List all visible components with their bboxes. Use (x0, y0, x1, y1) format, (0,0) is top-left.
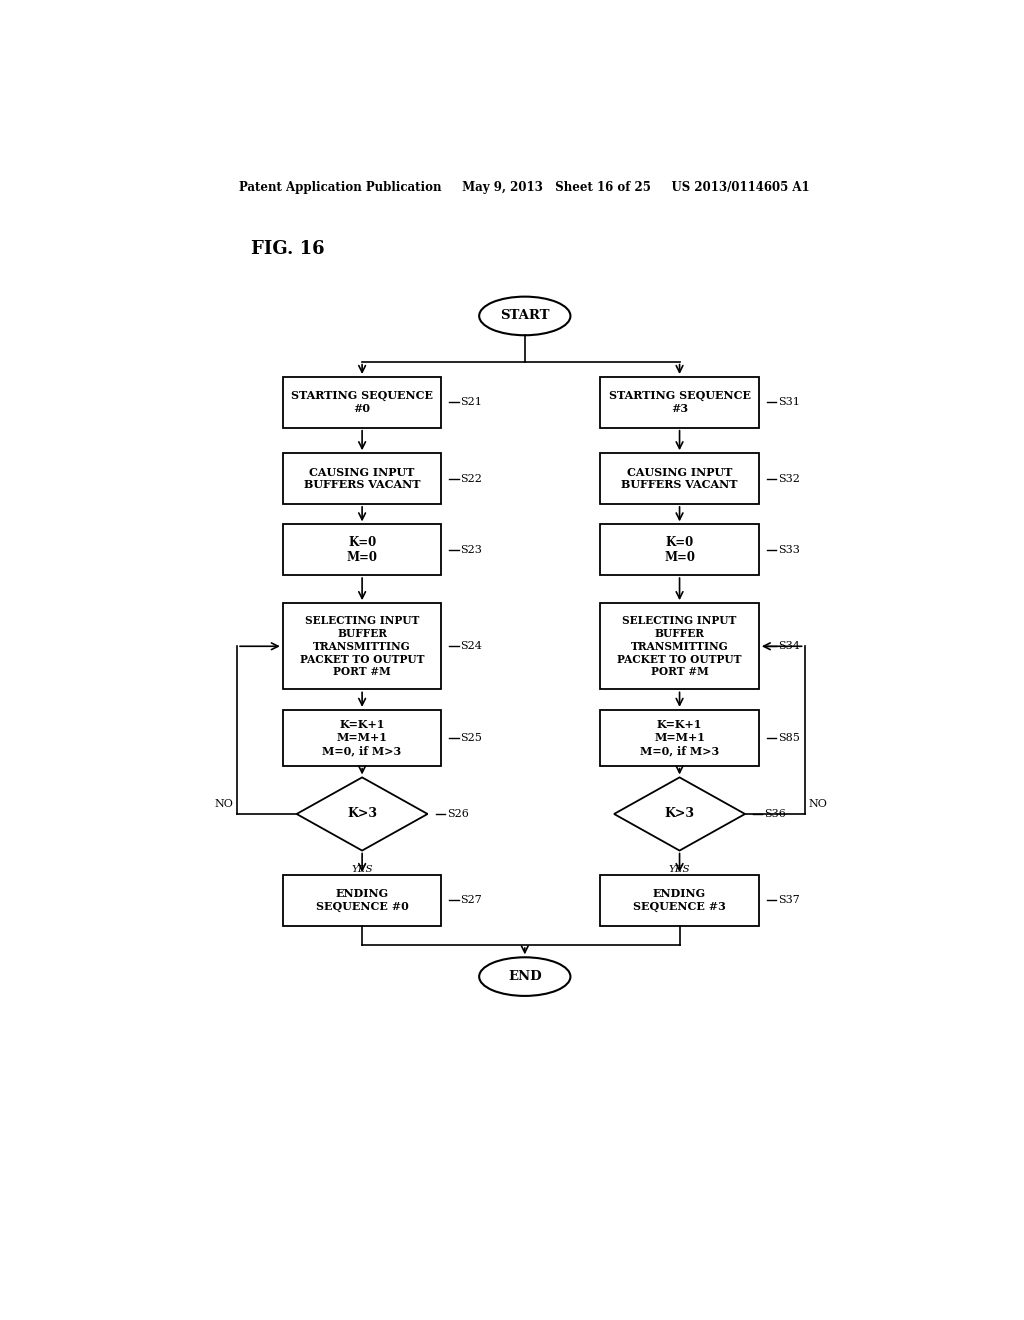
Text: ENDING
SEQUENCE #0: ENDING SEQUENCE #0 (315, 888, 409, 912)
Polygon shape (297, 777, 428, 850)
Text: S37: S37 (778, 895, 800, 906)
FancyBboxPatch shape (600, 710, 759, 766)
Text: YES: YES (669, 865, 690, 874)
Text: START: START (500, 309, 550, 322)
Polygon shape (614, 777, 745, 850)
Text: SELECTING INPUT
BUFFER
TRANSMITTING
PACKET TO OUTPUT
PORT #M: SELECTING INPUT BUFFER TRANSMITTING PACK… (617, 615, 741, 677)
Text: S33: S33 (778, 545, 800, 554)
Text: S22: S22 (461, 474, 482, 483)
Text: ENDING
SEQUENCE #3: ENDING SEQUENCE #3 (633, 888, 726, 912)
Text: S25: S25 (461, 733, 482, 743)
Text: S31: S31 (778, 397, 800, 408)
Text: STARTING SEQUENCE
#0: STARTING SEQUENCE #0 (291, 391, 433, 414)
Text: CAUSING INPUT
BUFFERS VACANT: CAUSING INPUT BUFFERS VACANT (622, 467, 738, 491)
Text: END: END (508, 970, 542, 983)
Text: K=0
M=0: K=0 M=0 (664, 536, 695, 564)
Text: S24: S24 (461, 642, 482, 651)
Text: SELECTING INPUT
BUFFER
TRANSMITTING
PACKET TO OUTPUT
PORT #M: SELECTING INPUT BUFFER TRANSMITTING PACK… (300, 615, 424, 677)
Text: S26: S26 (446, 809, 469, 818)
FancyBboxPatch shape (283, 710, 441, 766)
Text: S27: S27 (461, 895, 482, 906)
Ellipse shape (479, 297, 570, 335)
Ellipse shape (479, 957, 570, 995)
FancyBboxPatch shape (283, 524, 441, 576)
FancyBboxPatch shape (600, 453, 759, 504)
FancyBboxPatch shape (283, 453, 441, 504)
Text: K>3: K>3 (347, 808, 377, 821)
Text: S21: S21 (461, 397, 482, 408)
Text: S23: S23 (461, 545, 482, 554)
Text: FIG. 16: FIG. 16 (251, 240, 325, 257)
Text: K=K+1
M=M+1
M=0, if M>3: K=K+1 M=M+1 M=0, if M>3 (323, 719, 401, 756)
Text: K>3: K>3 (665, 808, 694, 821)
Text: NO: NO (214, 799, 233, 809)
FancyBboxPatch shape (600, 603, 759, 689)
Text: S32: S32 (778, 474, 800, 483)
FancyBboxPatch shape (283, 875, 441, 925)
Text: K=K+1
M=M+1
M=0, if M>3: K=K+1 M=M+1 M=0, if M>3 (640, 719, 719, 756)
Text: YES: YES (351, 865, 373, 874)
Text: NO: NO (809, 799, 827, 809)
Text: S85: S85 (778, 733, 800, 743)
Text: Patent Application Publication     May 9, 2013   Sheet 16 of 25     US 2013/0114: Patent Application Publication May 9, 20… (240, 181, 810, 194)
Text: S34: S34 (778, 642, 800, 651)
FancyBboxPatch shape (600, 378, 759, 428)
FancyBboxPatch shape (283, 603, 441, 689)
Text: S36: S36 (764, 809, 786, 818)
Text: CAUSING INPUT
BUFFERS VACANT: CAUSING INPUT BUFFERS VACANT (304, 467, 421, 491)
Text: STARTING SEQUENCE
#3: STARTING SEQUENCE #3 (608, 391, 751, 414)
FancyBboxPatch shape (600, 875, 759, 925)
FancyBboxPatch shape (600, 524, 759, 576)
Text: K=0
M=0: K=0 M=0 (346, 536, 378, 564)
FancyBboxPatch shape (283, 378, 441, 428)
